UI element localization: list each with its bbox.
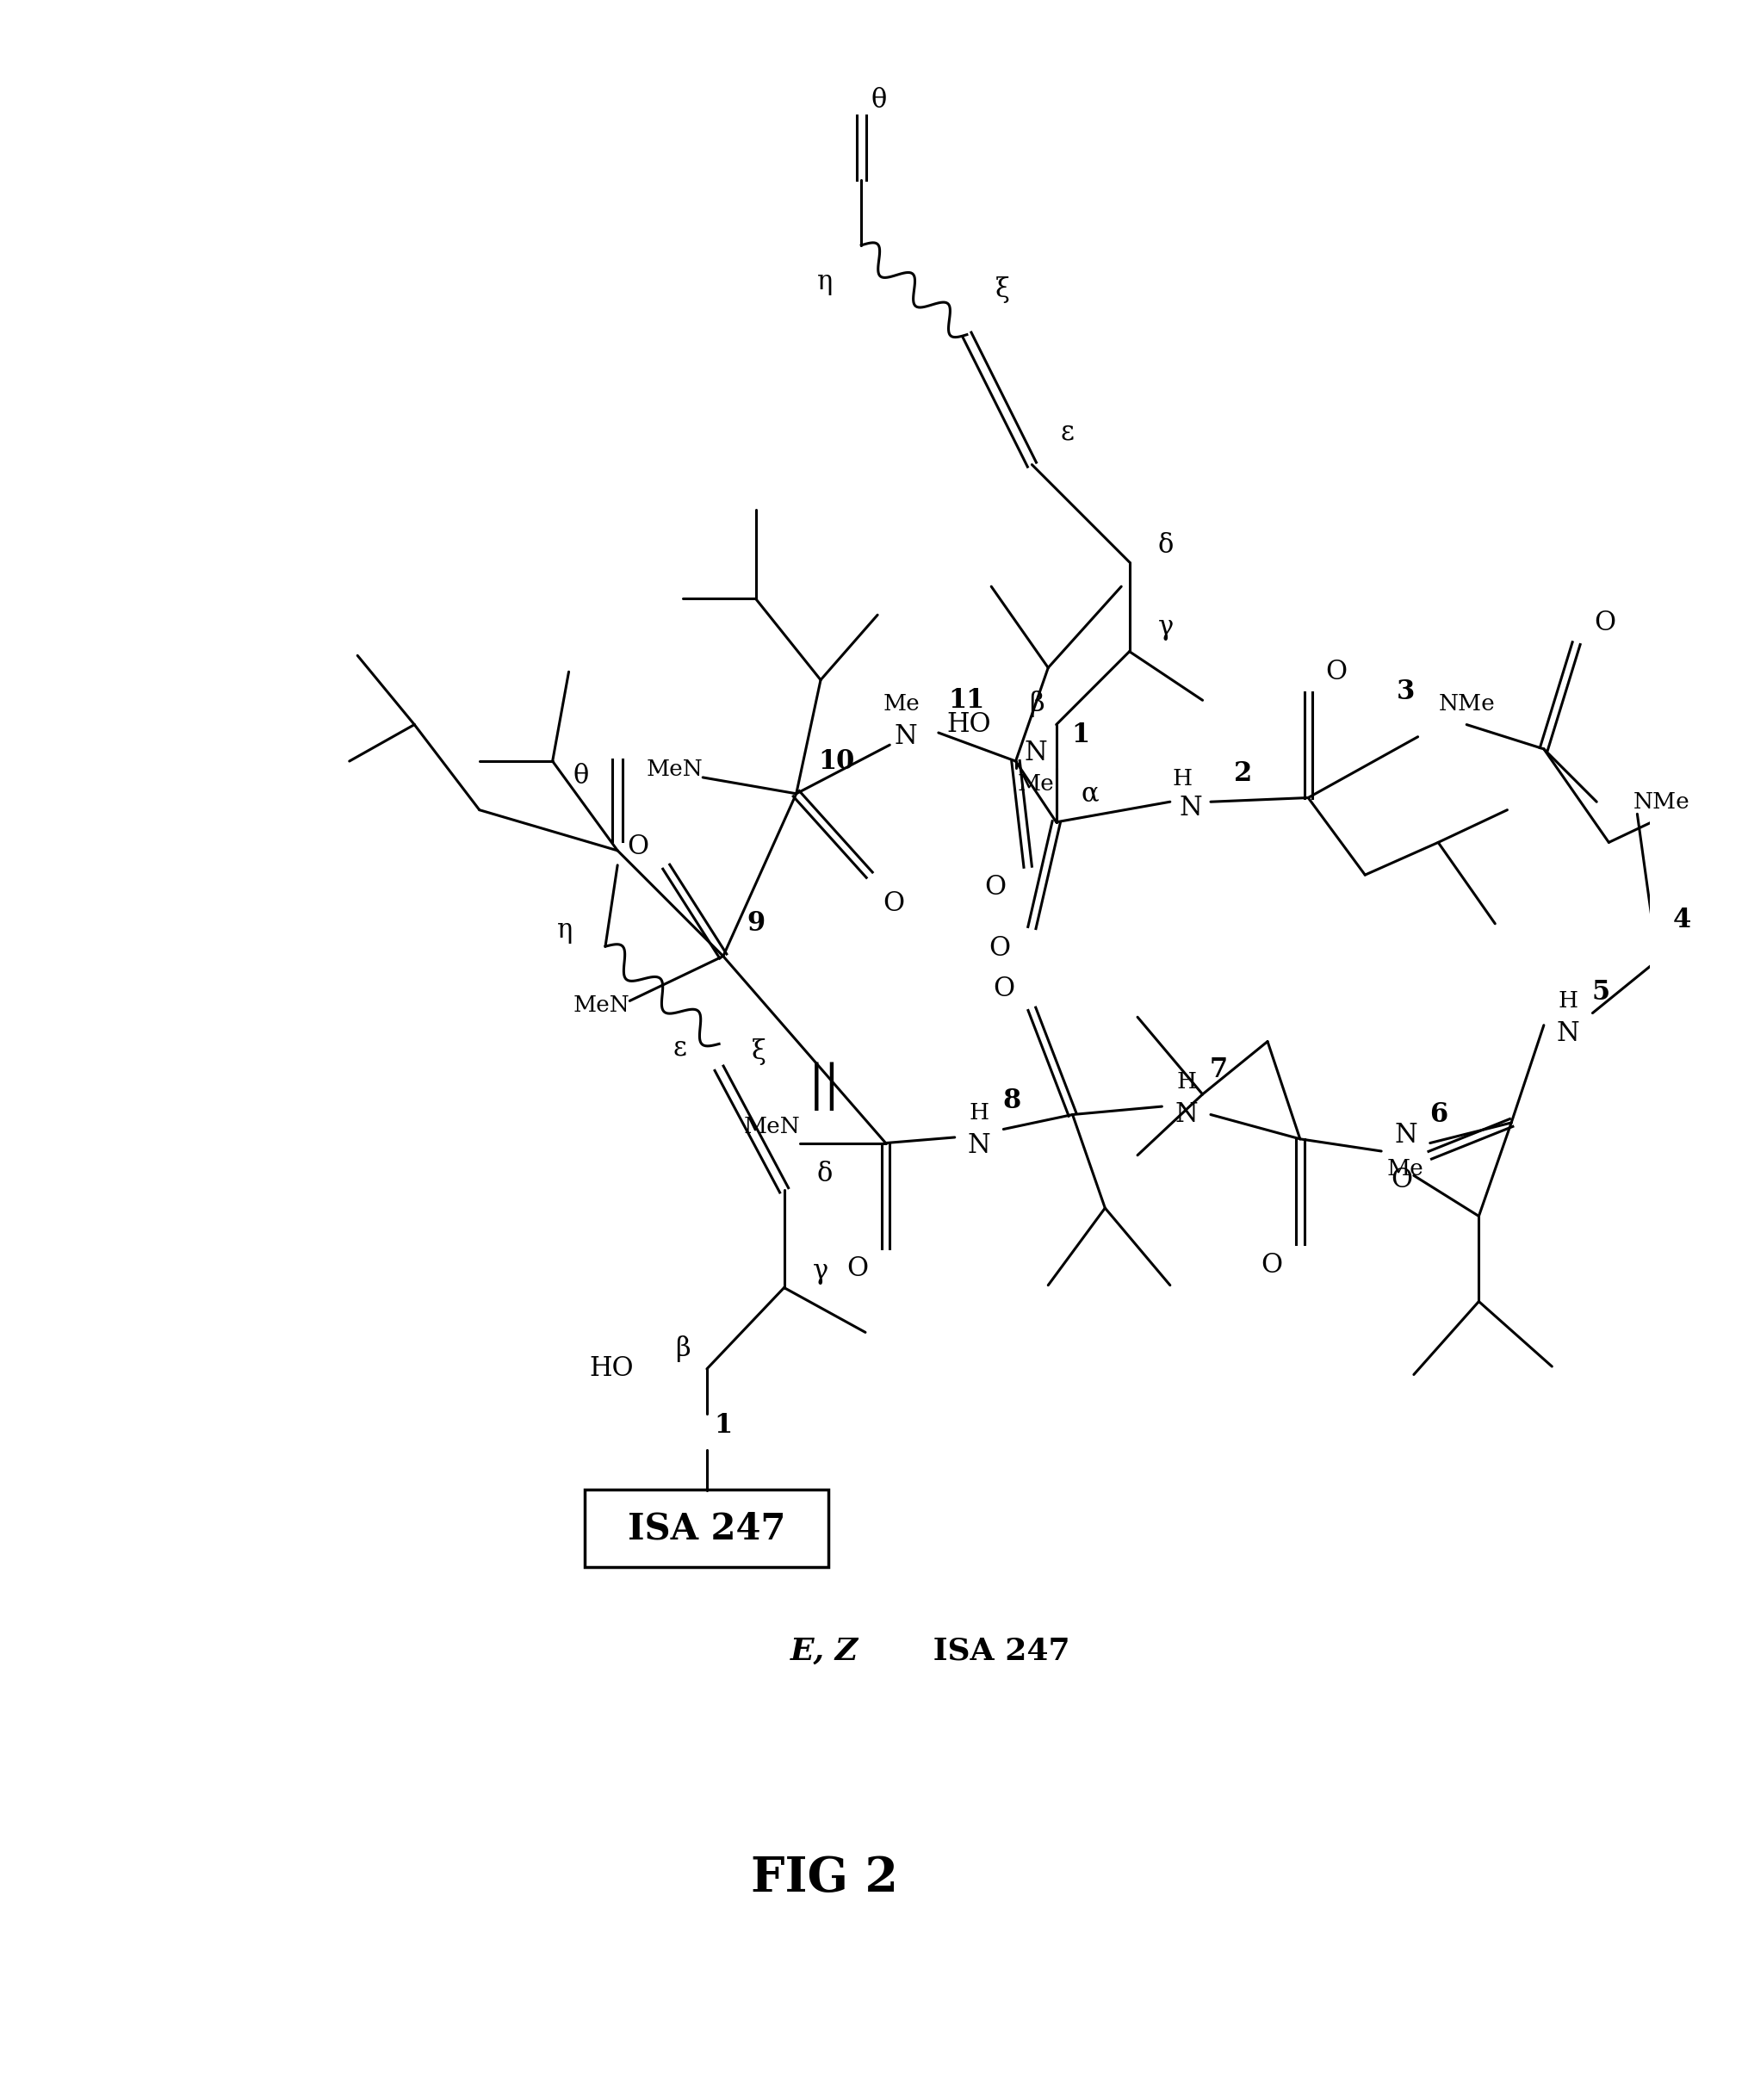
Text: 6: 6 — [1428, 1100, 1447, 1128]
Text: N: N — [1175, 1100, 1197, 1128]
Text: MeN: MeN — [743, 1115, 801, 1138]
Text: N: N — [1556, 1021, 1578, 1046]
Text: 4: 4 — [1673, 907, 1690, 932]
Text: 5: 5 — [1591, 979, 1608, 1006]
Text: β: β — [675, 1336, 690, 1363]
Text: O: O — [628, 834, 649, 859]
Text: δ: δ — [1157, 533, 1173, 559]
Text: α: α — [1080, 781, 1098, 806]
Text: δ: δ — [816, 1161, 832, 1186]
Text: 3: 3 — [1397, 678, 1414, 706]
Text: O: O — [883, 890, 904, 918]
Text: NMe: NMe — [1437, 693, 1495, 716]
Text: β: β — [1028, 691, 1044, 718]
Text: ξ: ξ — [752, 1040, 766, 1065]
Text: N: N — [1393, 1121, 1416, 1149]
Text: H: H — [1171, 769, 1192, 790]
Text: N: N — [1024, 739, 1047, 766]
Text: H: H — [1176, 1071, 1196, 1092]
Text: 11: 11 — [947, 687, 984, 714]
Text: O: O — [988, 934, 1010, 962]
Text: O: O — [1592, 609, 1615, 636]
Text: η: η — [816, 269, 832, 296]
Text: FIG 2: FIG 2 — [750, 1854, 898, 1903]
Text: NMe: NMe — [1633, 792, 1689, 813]
Text: Me: Me — [1017, 773, 1054, 794]
Text: 2: 2 — [1234, 760, 1252, 788]
Text: O: O — [984, 874, 1005, 901]
Text: HO: HO — [946, 712, 991, 737]
Text: O: O — [993, 974, 1014, 1002]
Text: ISA 247: ISA 247 — [921, 1636, 1070, 1665]
Text: E, Z: E, Z — [790, 1636, 858, 1665]
Text: 8: 8 — [1002, 1088, 1021, 1115]
Text: O: O — [846, 1256, 867, 1283]
Text: N: N — [1178, 796, 1201, 821]
Text: 1: 1 — [1072, 722, 1089, 748]
Text: θ: θ — [871, 88, 886, 113]
Text: HO: HO — [589, 1354, 633, 1382]
Text: ε: ε — [1059, 418, 1073, 445]
Text: ISA 247: ISA 247 — [628, 1510, 785, 1548]
Text: ||: || — [808, 1063, 841, 1111]
Text: MeN: MeN — [647, 758, 703, 779]
Text: H: H — [1557, 989, 1577, 1012]
Text: ξ: ξ — [995, 277, 1009, 302]
Text: ε: ε — [673, 1035, 687, 1060]
Text: 9: 9 — [746, 909, 764, 937]
Text: 7: 7 — [1210, 1056, 1227, 1084]
Text: Me: Me — [883, 693, 919, 716]
Text: θ: θ — [573, 762, 589, 790]
Text: MeN: MeN — [573, 993, 629, 1016]
Text: N: N — [967, 1132, 989, 1159]
Text: N: N — [893, 724, 918, 750]
Text: 10: 10 — [818, 748, 855, 775]
Text: Me: Me — [1386, 1159, 1423, 1180]
Text: O: O — [1390, 1166, 1412, 1193]
Text: η: η — [558, 918, 573, 943]
Text: 1: 1 — [713, 1413, 732, 1439]
Text: O: O — [1260, 1252, 1281, 1279]
Bar — [586, 1489, 829, 1567]
Text: γ: γ — [813, 1258, 829, 1285]
Text: H: H — [968, 1102, 989, 1124]
Text: O: O — [1325, 659, 1346, 685]
Text: γ: γ — [1157, 613, 1173, 640]
